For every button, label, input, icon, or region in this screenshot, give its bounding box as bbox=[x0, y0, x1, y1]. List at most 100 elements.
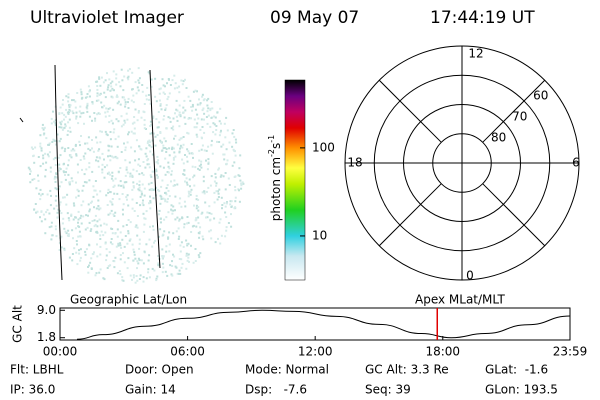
speckle bbox=[142, 204, 145, 207]
speckle bbox=[54, 180, 57, 183]
speckle bbox=[93, 206, 95, 209]
speckle bbox=[218, 120, 221, 123]
speckle bbox=[148, 254, 151, 257]
speckle bbox=[147, 268, 150, 271]
speckle bbox=[53, 207, 56, 210]
speckle bbox=[95, 272, 98, 275]
speckle bbox=[147, 94, 150, 96]
speckle bbox=[215, 182, 218, 185]
speckle bbox=[213, 115, 216, 118]
speckle bbox=[193, 118, 196, 121]
speckle bbox=[196, 103, 199, 106]
speckle bbox=[143, 223, 146, 226]
speckle bbox=[167, 95, 170, 98]
speckle bbox=[67, 233, 70, 236]
spoke bbox=[482, 79, 546, 143]
speckle bbox=[106, 172, 109, 175]
speckle bbox=[141, 202, 144, 205]
speckle bbox=[142, 161, 145, 163]
speckle bbox=[111, 87, 114, 90]
speckle bbox=[187, 190, 190, 193]
x-tick-label: 00:00 bbox=[43, 345, 78, 359]
speckle bbox=[205, 159, 207, 162]
speckle bbox=[161, 248, 164, 251]
speckle bbox=[122, 186, 125, 189]
speckle bbox=[176, 183, 179, 186]
speckle bbox=[157, 126, 160, 129]
speckle bbox=[93, 219, 96, 222]
speckle bbox=[109, 89, 112, 92]
speckle bbox=[186, 160, 189, 163]
speckle bbox=[158, 99, 161, 102]
speckle bbox=[183, 226, 186, 229]
speckle bbox=[68, 111, 71, 113]
speckle bbox=[113, 192, 116, 195]
speckle bbox=[229, 200, 232, 203]
speckle bbox=[163, 115, 166, 117]
speckle bbox=[216, 111, 219, 114]
speckle bbox=[234, 175, 237, 178]
speckle bbox=[101, 168, 104, 171]
speckle bbox=[156, 275, 159, 278]
speckle bbox=[120, 125, 123, 128]
speckle bbox=[190, 188, 193, 191]
speckle bbox=[66, 234, 69, 237]
speckle bbox=[58, 185, 61, 188]
speckle bbox=[179, 197, 182, 200]
speckle bbox=[45, 161, 48, 164]
speckle bbox=[157, 175, 159, 178]
speckle bbox=[112, 213, 115, 216]
speckle bbox=[86, 110, 89, 113]
speckle bbox=[226, 159, 229, 162]
speckle bbox=[91, 147, 93, 150]
speckle bbox=[214, 116, 217, 119]
speckle bbox=[96, 193, 99, 196]
speckle bbox=[167, 171, 170, 174]
speckle bbox=[61, 103, 64, 106]
speckle bbox=[204, 201, 207, 204]
speckle bbox=[168, 117, 171, 120]
speckle bbox=[63, 150, 66, 153]
speckle bbox=[120, 115, 123, 118]
speckle bbox=[96, 231, 99, 234]
speckle bbox=[55, 188, 58, 191]
speckle bbox=[207, 107, 210, 110]
speckle bbox=[121, 79, 124, 82]
speckle bbox=[52, 110, 54, 113]
speckle bbox=[116, 145, 119, 148]
speckle bbox=[149, 225, 151, 228]
speckle bbox=[177, 238, 180, 240]
speckle bbox=[127, 131, 130, 134]
status-field: GLat: -1.6 bbox=[485, 363, 548, 377]
speckle bbox=[84, 152, 87, 155]
speckle bbox=[34, 203, 37, 205]
speckle bbox=[99, 141, 102, 144]
speckle bbox=[42, 157, 45, 160]
speckle bbox=[116, 235, 119, 238]
speckle bbox=[116, 272, 119, 275]
y-tick-label: 9.0 bbox=[37, 303, 56, 317]
speckle bbox=[99, 253, 102, 256]
speckle bbox=[89, 95, 91, 98]
speckle bbox=[195, 194, 198, 197]
speckle bbox=[223, 122, 226, 125]
speckle bbox=[124, 174, 127, 177]
speckle bbox=[214, 172, 217, 175]
meridian bbox=[149, 69, 161, 269]
speckle bbox=[170, 180, 172, 183]
speckle bbox=[124, 235, 127, 237]
speckle bbox=[187, 95, 190, 98]
speckle bbox=[143, 111, 146, 114]
speckle bbox=[180, 266, 183, 269]
speckle bbox=[151, 153, 154, 156]
speckle bbox=[180, 79, 183, 82]
speckle bbox=[96, 141, 99, 144]
speckle bbox=[214, 176, 217, 179]
footer: Flt: LBHL Door: Open Mode: Normal GC Alt: 3… bbox=[10, 363, 558, 397]
speckle bbox=[99, 92, 102, 95]
speckle bbox=[136, 182, 138, 185]
speckle bbox=[122, 279, 125, 282]
speckle bbox=[59, 154, 62, 157]
speckle bbox=[80, 93, 83, 96]
speckle bbox=[240, 182, 243, 185]
